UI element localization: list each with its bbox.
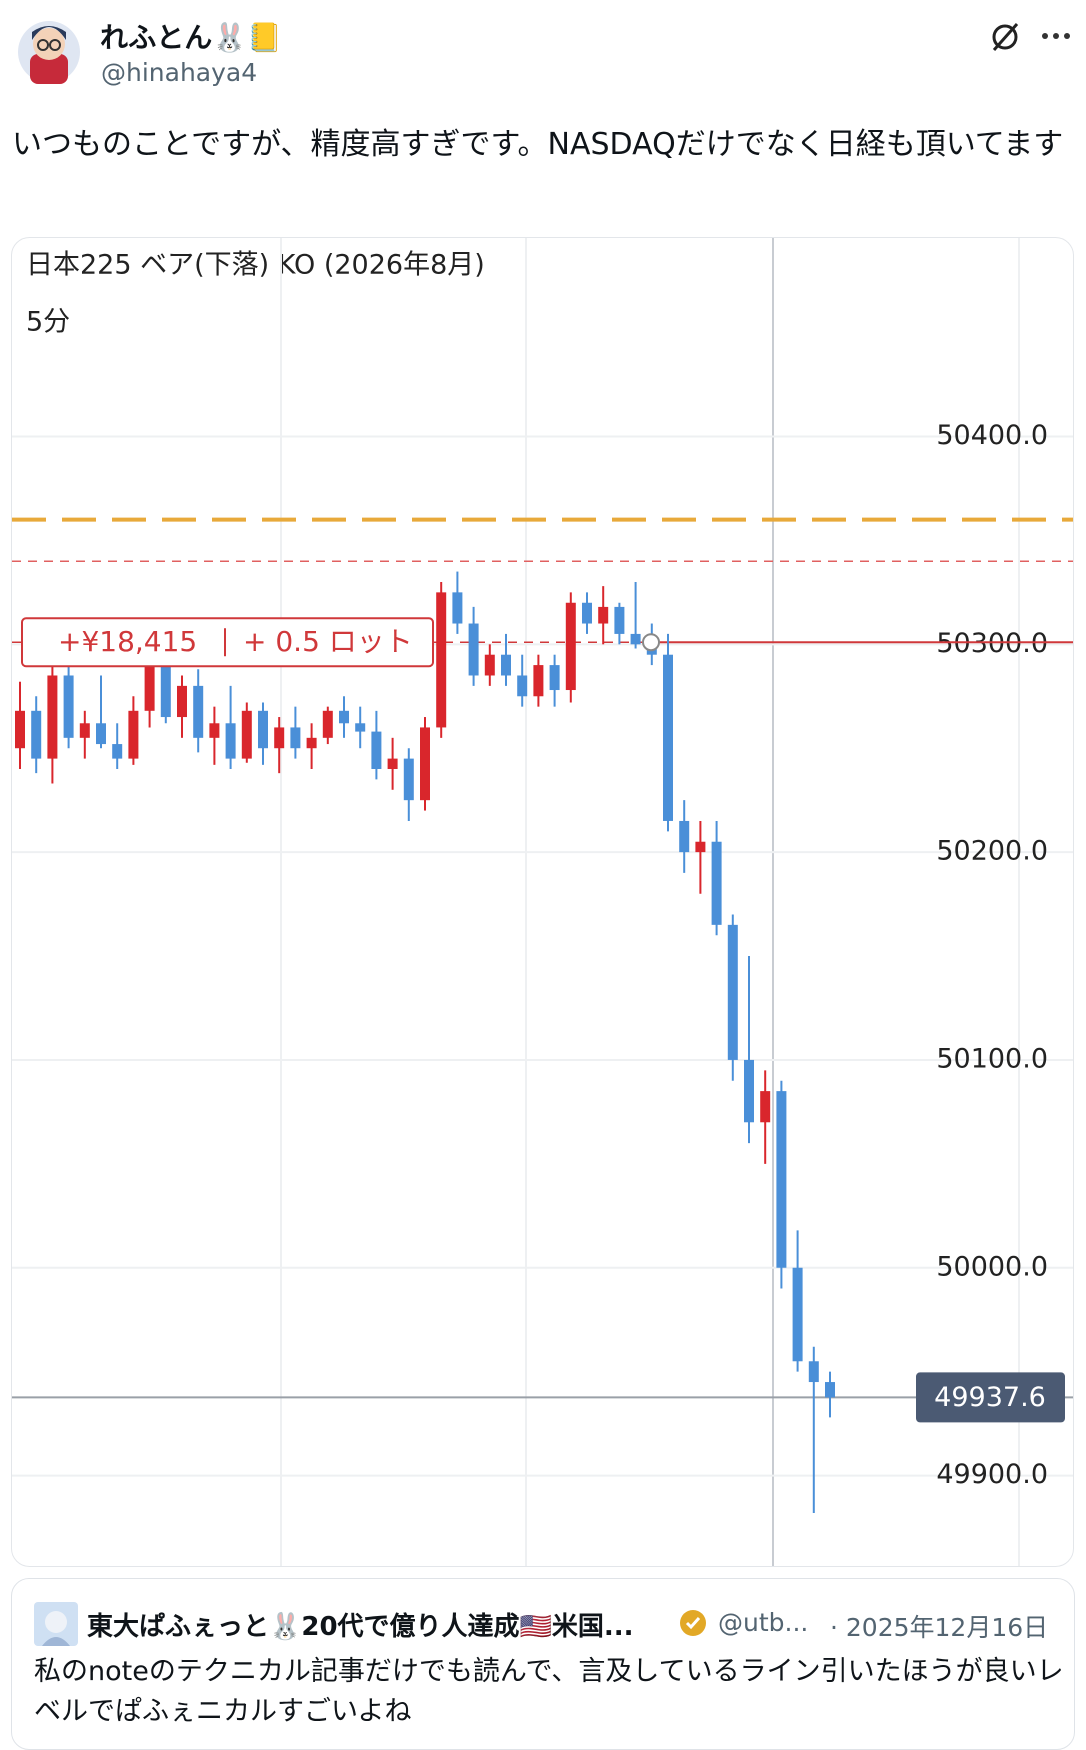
position-box [21,617,434,668]
candle-body [63,675,74,738]
candle-body [825,1382,835,1398]
candle-body [112,744,123,759]
grok-icon[interactable] [988,20,1022,54]
candle-body [808,1361,819,1383]
y-tick-label: 49900.0 [936,1459,1048,1490]
candle-body [306,737,317,749]
candle-body [679,820,690,853]
position-profit: +¥18,415 [58,625,197,658]
last-price-box [916,1372,1065,1423]
candle-body [630,633,641,645]
quote-date[interactable]: · 2025年12月16日 [830,1613,1049,1642]
avatar[interactable] [18,14,80,90]
candle-body [322,710,333,738]
candle-body [533,665,544,697]
chart-frame [11,237,1074,1567]
candle-body [241,710,252,759]
candle-body [420,727,430,801]
candle-body [711,841,722,925]
candle-body [565,602,576,691]
candle-body [436,592,447,728]
entry-marker [642,633,660,652]
candle-body [258,710,268,749]
candle-body [290,727,301,749]
candle-body [274,727,285,749]
quote-name[interactable]: 東大ぱふぇっと🐰20代で億り人達成🇺🇸米国... [87,1612,634,1642]
timeframe: 5分 [26,307,70,338]
quote-text: 私のnoteのテクニカル記事だけでも読んで、言及しているライン引いたほうが良いレ… [34,1656,1064,1727]
candle-body [96,723,106,745]
candle-body [31,710,42,759]
candle-body [501,654,511,676]
candle-body [160,665,171,718]
y-tick-label: 50200.0 [936,836,1048,867]
candle-body [355,723,366,732]
candle-body [598,606,609,624]
candle-body [792,1267,803,1362]
candle-body [144,665,155,711]
candle-body [177,685,187,718]
position-size: + 0.5 ロット [243,625,413,658]
candle-body [760,1091,771,1123]
last-price-label: 49937.6 [934,1382,1046,1413]
y-tick-label: 50000.0 [936,1251,1048,1282]
candle-body [387,758,398,769]
candle-body [614,606,625,634]
candle-body [582,602,592,624]
candle-body [744,1059,754,1123]
y-tick-label: 50400.0 [936,420,1048,451]
candle-body [452,592,463,624]
quote-avatar[interactable] [34,1602,78,1646]
y-tick-label: 50300.0 [936,628,1048,659]
candle-body [727,924,738,1060]
y-tick-label: 50100.0 [936,1043,1048,1074]
candle-body [776,1091,787,1268]
candle-body [403,758,414,801]
candle-body [468,623,479,676]
candle-body [339,710,349,724]
candle-body [695,841,706,853]
candle-body [47,675,58,759]
candle-body [15,710,25,749]
candle-body [484,654,495,676]
candle-body [79,723,90,738]
verified-badge [680,1610,706,1636]
author-name[interactable]: れふとん🐰📒 [100,21,283,54]
author-handle[interactable]: @hinahaya4 [101,58,258,87]
candle-body [663,654,673,821]
candle-body [193,685,204,738]
candle-body [517,675,528,697]
post-text: いつものことですが、精度高すぎです。NASDAQだけでなく日経も頂いてます [12,127,1064,162]
candle-body [209,723,220,738]
chart-title: 日本225 ベア(下落) KO (2026年8月) [26,250,485,281]
candle-body [371,731,382,769]
candle-body [128,710,139,759]
chart: 日本225 ベア(下落) KO (2026年8月) 5分 49900.0 5000… [11,237,1074,1567]
quote-handle[interactable]: @utb... [718,1608,809,1637]
candle-body [225,723,236,759]
candle-body [549,665,560,691]
more-icon[interactable] [1040,30,1074,42]
